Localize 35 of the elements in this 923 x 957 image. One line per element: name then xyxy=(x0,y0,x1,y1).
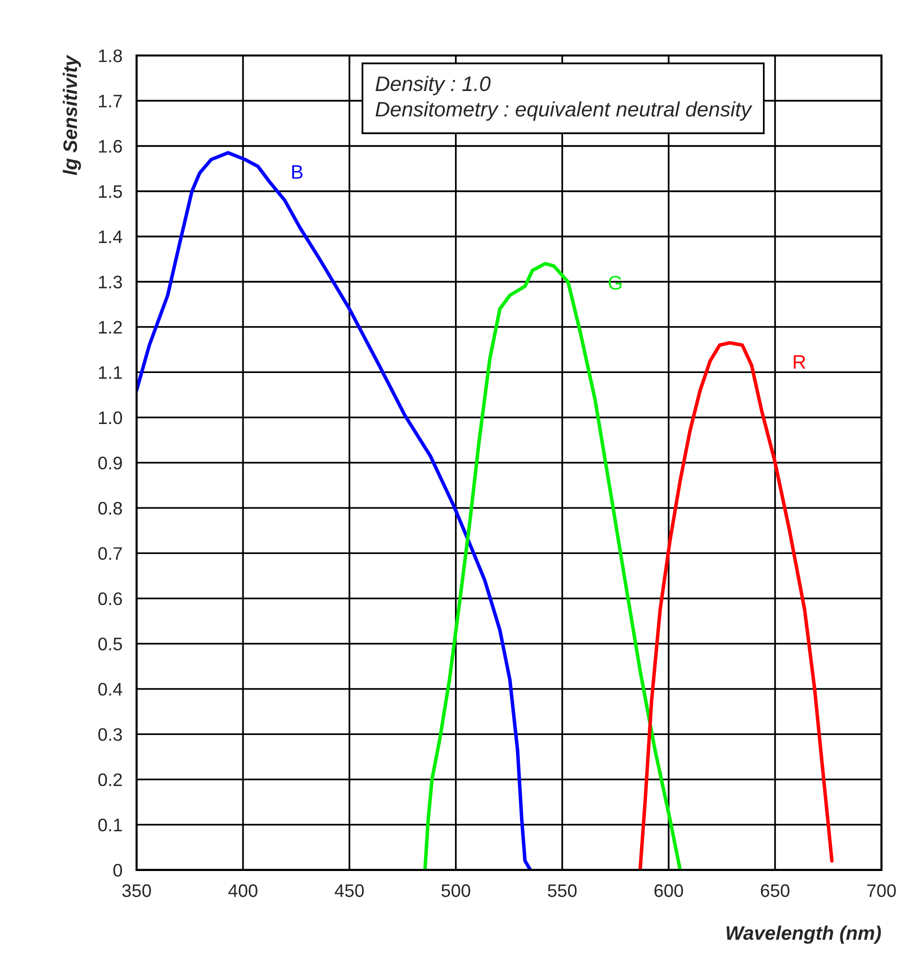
line-series xyxy=(423,262,682,870)
y-tick-label: 1.7 xyxy=(98,94,122,108)
y-tick-label: 1.3 xyxy=(98,276,122,288)
y-tick-label: 0.6 xyxy=(98,592,122,606)
x-tick-label: 350 xyxy=(122,884,151,898)
y-tick-label: 1.6 xyxy=(98,140,122,153)
y-axis-title: lg Sensitivity xyxy=(62,54,81,176)
y-tick-label: 0.3 xyxy=(98,728,122,741)
annotation: Density : 1.0 Densitometry : equivalent neutral density xyxy=(376,76,752,121)
y-tick-label: 0.9 xyxy=(98,456,122,470)
x-tick-label: 550 xyxy=(548,884,577,898)
y-tick-label: 0.1 xyxy=(98,818,122,832)
y-tick-label: 1.5 xyxy=(98,185,122,198)
x-tick-label: 650 xyxy=(760,884,790,898)
y-tick-label: 0.8 xyxy=(98,502,122,515)
y-tick-label: 0.5 xyxy=(98,638,122,650)
y-tick-label: 1.8 xyxy=(98,49,122,62)
y-tick-label: 1.4 xyxy=(98,230,122,244)
series-label: B xyxy=(292,165,303,179)
y-tick-label: 0.2 xyxy=(98,773,122,786)
y-tick-label: 0.4 xyxy=(98,682,122,696)
line-series xyxy=(638,341,834,870)
x-tick-label: 700 xyxy=(867,884,896,898)
x-tick-label: 600 xyxy=(654,884,684,898)
x-tick-label: 500 xyxy=(441,884,470,898)
y-tick-label: 0.7 xyxy=(98,547,122,560)
y-tick-label: 1.0 xyxy=(98,411,122,424)
y-tick-label: 0 xyxy=(113,864,122,877)
y-tick-label: 1.2 xyxy=(98,320,122,334)
line-series xyxy=(136,151,532,870)
x-tick-label: 400 xyxy=(228,884,258,898)
y-tick-label: 1.1 xyxy=(98,366,122,379)
x-axis-title: Wavelength (nm) xyxy=(726,926,881,944)
text: R xyxy=(794,355,806,369)
x-tick-label: 450 xyxy=(334,884,364,898)
